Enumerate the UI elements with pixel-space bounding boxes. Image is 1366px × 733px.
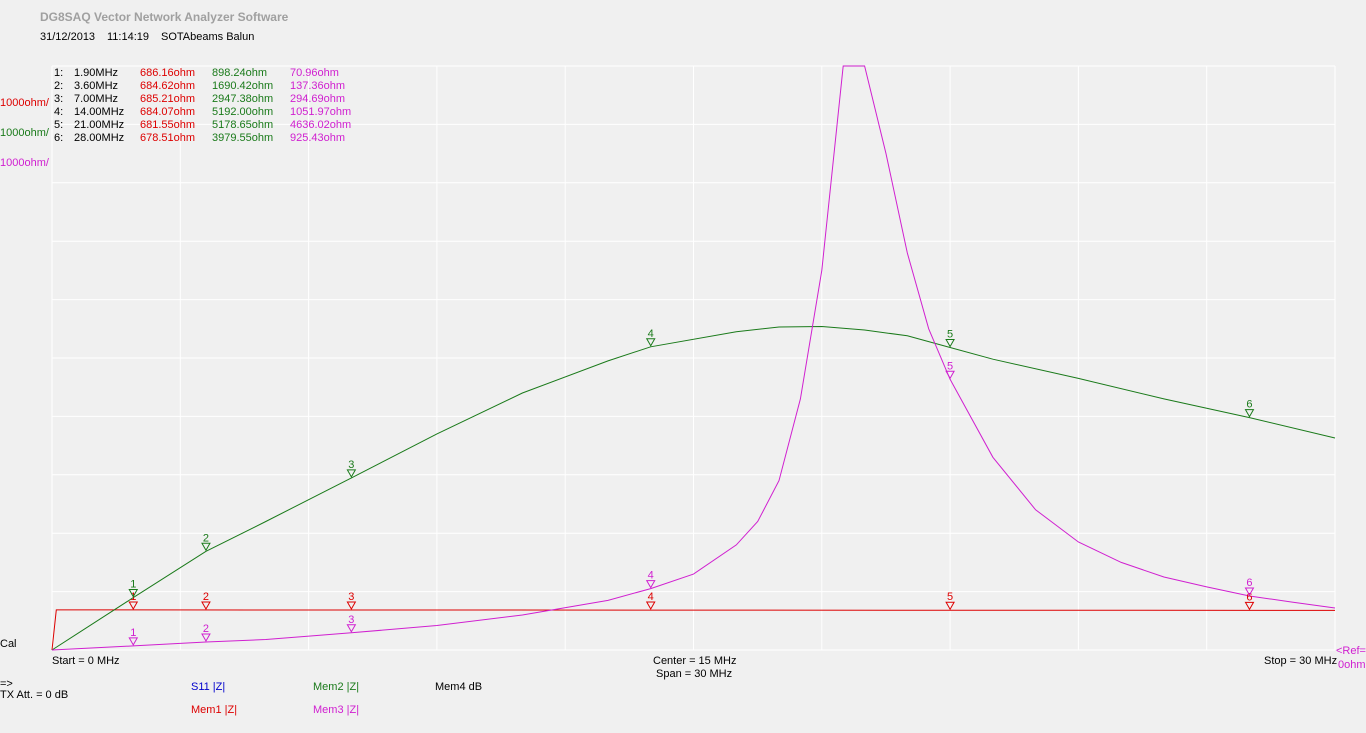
marker-5-freq: 21.00MHz: [74, 119, 125, 131]
marker-4-mem3-label: 4: [648, 570, 654, 582]
marker-1-mem3-label: 1: [130, 627, 136, 639]
marker-3-mem1-triangle: [346, 601, 357, 611]
marker-1-mem1-triangle: [128, 601, 139, 610]
marker-6-mem1: 678.51ohm: [140, 132, 196, 144]
marker-1-id: 1:: [54, 67, 64, 79]
marker-4-freq: 14.00MHz: [74, 106, 125, 118]
marker-3-mem2: 2947.38ohm: [212, 93, 274, 105]
marker-3-mem3-triangle: [346, 624, 357, 633]
marker-1-mem3-triangle: [128, 637, 139, 646]
marker-1-mem2-triangle: [128, 589, 139, 598]
series-line-mem3: [51, 65, 1336, 651]
marker-6-mem2: 3979.55ohm: [212, 132, 274, 144]
marker-5-mem1: 681.55ohm: [140, 119, 196, 131]
marker-1-mem2: 898.24ohm: [212, 67, 268, 79]
marker-6-mem2-label: 6: [1246, 399, 1252, 411]
marker-2-mem2: 1690.42ohm: [212, 80, 274, 92]
mem2-scale-label: 1000ohm/: [0, 127, 49, 139]
reference-value: 0ohm: [1338, 659, 1366, 671]
plot-series: [51, 65, 1336, 651]
marker-5-mem2-triangle: [945, 339, 955, 348]
marker-6-mem2-triangle: [1244, 409, 1255, 418]
device-name: SOTAbeams Balun: [161, 31, 255, 43]
marker-3-mem1: 685.21ohm: [140, 93, 196, 105]
marker-4-mem2-label: 4: [648, 328, 654, 340]
stop-frequency-label: Stop = 30 MHz: [1264, 655, 1338, 667]
marker-6-mem3-label: 6: [1246, 577, 1252, 589]
marker-6-mem1-label: 6: [1246, 591, 1252, 603]
marker-3-mem3-label: 3: [348, 614, 354, 626]
marker-4-mem3-triangle: [645, 580, 656, 589]
plot-grid: [51, 65, 1336, 651]
measurement-time: 11:14:19: [107, 31, 150, 43]
marker-4-mem2-triangle: [645, 338, 656, 347]
center-frequency-label: Center = 15 MHz: [653, 655, 737, 667]
marker-5-id: 5:: [54, 119, 64, 131]
marker-2-mem3-triangle: [201, 633, 211, 643]
mem1-scale-label: 1000ohm/: [0, 97, 49, 109]
marker-4-id: 4:: [54, 106, 64, 118]
marker-5-mem3-label: 5: [947, 360, 953, 372]
marker-4-mem1: 684.07ohm: [140, 106, 196, 118]
marker-5-mem1-triangle: [945, 601, 955, 611]
marker-2-id: 2:: [54, 80, 64, 92]
marker-5-mem3-triangle: [945, 370, 955, 380]
marker-4-mem2: 5192.00ohm: [212, 106, 274, 118]
legend-mem1[interactable]: Mem1 |Z|: [191, 704, 238, 716]
marker-4-mem1-triangle: [645, 601, 656, 611]
marker-2-mem1: 684.62ohm: [140, 80, 196, 92]
marker-4-mem1-label: 4: [648, 591, 654, 603]
cal-label: Cal: [0, 638, 17, 650]
marker-2-mem2-label: 2: [203, 532, 209, 544]
marker-2-mem2-triangle: [201, 542, 211, 552]
marker-5-mem1-label: 5: [947, 591, 953, 603]
marker-1-mem3: 70.96ohm: [290, 67, 339, 79]
marker-2-mem3-label: 2: [203, 623, 209, 635]
marker-3-mem3: 294.69ohm: [290, 93, 346, 105]
marker-1-mem2-label: 1: [130, 579, 136, 591]
marker-6-freq: 28.00MHz: [74, 132, 125, 144]
marker-3-mem2-label: 3: [348, 459, 354, 471]
marker-2-mem3: 137.36ohm: [290, 80, 346, 92]
marker-3-mem2-triangle: [346, 469, 357, 478]
marker-2-freq: 3.60MHz: [74, 80, 119, 92]
app-title: DG8SAQ Vector Network Analyzer Software: [40, 10, 289, 24]
start-frequency-label: Start = 0 MHz: [52, 655, 120, 667]
marker-6-mem1-triangle: [1244, 601, 1255, 611]
legend-s11[interactable]: S11 |Z|: [191, 681, 226, 693]
marker-1-freq: 1.90MHz: [74, 67, 119, 79]
measurement-date: 31/12/2013: [40, 31, 96, 43]
marker-6-mem3-triangle: [1244, 587, 1255, 596]
reference-label: <Ref=: [1336, 645, 1366, 657]
marker-3-freq: 7.00MHz: [74, 93, 119, 105]
span-label: Span = 30 MHz: [656, 668, 733, 680]
marker-4-mem3: 1051.97ohm: [290, 106, 352, 118]
series-line-mem2: [51, 325, 1336, 651]
marker-3-id: 3:: [54, 93, 64, 105]
legend-mem4[interactable]: Mem4 dB: [435, 681, 483, 693]
arrow-indicator: =>: [0, 678, 13, 690]
mem3-scale-label: 1000ohm/: [0, 157, 49, 169]
marker-1-mem1: 686.16ohm: [140, 67, 196, 79]
marker-2-mem1-label: 2: [203, 591, 209, 603]
series-line-mem1: [51, 609, 1336, 651]
marker-5-mem3: 4636.02ohm: [290, 119, 352, 131]
legend-mem3[interactable]: Mem3 |Z|: [313, 704, 360, 716]
marker-5-mem2: 5178.65ohm: [212, 119, 274, 131]
marker-6-id: 6:: [54, 132, 64, 144]
marker-5-mem2-label: 5: [947, 329, 953, 341]
tx-attenuation-label: TX Att. = 0 dB: [0, 689, 69, 701]
legend-mem2[interactable]: Mem2 |Z|: [313, 681, 360, 693]
marker-6-mem3: 925.43ohm: [290, 132, 346, 144]
marker-2-mem1-triangle: [201, 601, 211, 610]
marker-3-mem1-label: 3: [348, 591, 354, 603]
